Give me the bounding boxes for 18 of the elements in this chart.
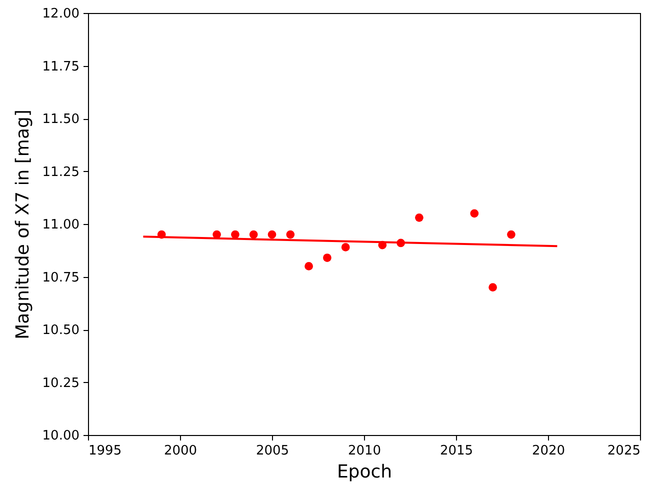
y-tick-label: 10.25 — [42, 376, 80, 391]
x-tick-label: 2015 — [440, 444, 474, 458]
x-tick-label: 1995 — [88, 444, 122, 458]
x-tick-label: 2010 — [348, 444, 382, 458]
x-axis-title: Epoch — [336, 462, 392, 482]
x-tick-label: 2020 — [532, 444, 566, 458]
y-axis-title: Magnitude of X7 in [mag] — [12, 110, 34, 340]
y-tick-label: 12.00 — [42, 6, 80, 22]
y-tick-label: 11.75 — [42, 59, 80, 74]
x-tick-label: 2000 — [164, 444, 198, 458]
y-tick-label: 10.75 — [42, 270, 80, 286]
x-tick-label: 2025 — [607, 444, 640, 458]
y-tick-label: 10.50 — [42, 323, 80, 338]
x-tick-label: 2005 — [256, 444, 290, 458]
y-tick-label: 11.25 — [42, 164, 80, 180]
y-tick-label: 11.00 — [42, 218, 80, 232]
y-tick-label: 11.50 — [42, 112, 80, 127]
y-tick-label: 10.00 — [42, 428, 80, 444]
